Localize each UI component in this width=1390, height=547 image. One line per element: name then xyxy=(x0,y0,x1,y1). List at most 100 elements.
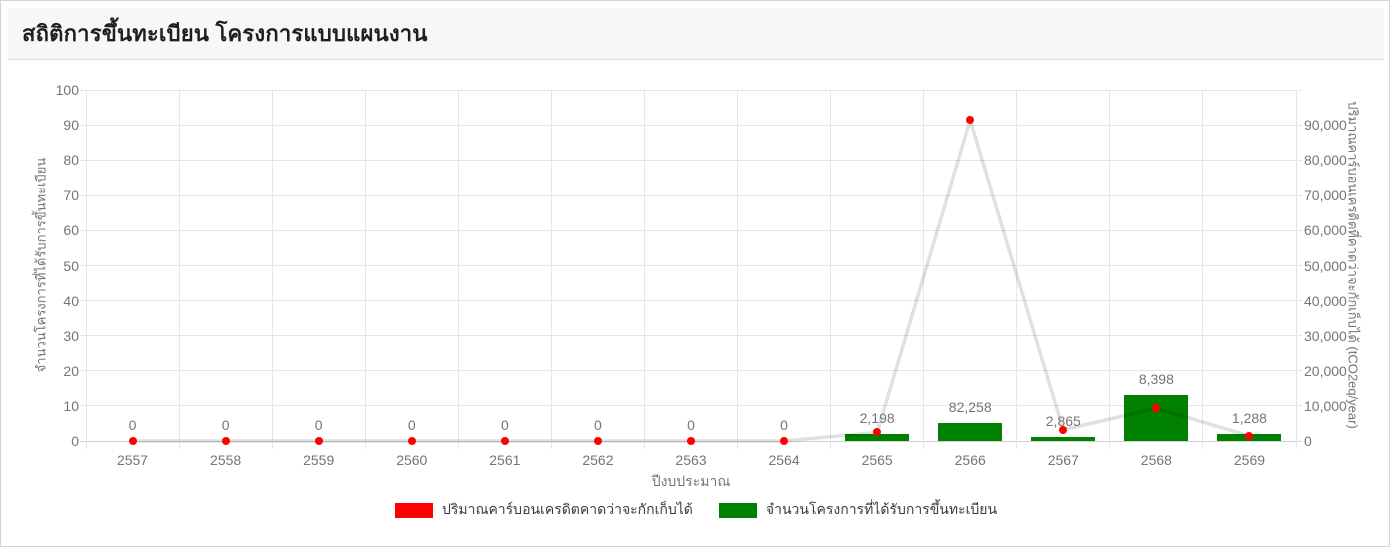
data-point-2558[interactable] xyxy=(221,437,230,445)
y-tick-left: 50 xyxy=(63,257,79,274)
data-point-2567[interactable] xyxy=(1059,425,1068,434)
v-gridline xyxy=(923,90,925,449)
y-tick-left: 40 xyxy=(63,292,79,309)
x-tick-2565: 2565 xyxy=(861,452,893,468)
v-gridline xyxy=(364,90,366,449)
v-gridline xyxy=(271,90,273,449)
h-gridline xyxy=(80,370,1302,372)
legend-label-projects: จำนวนโครงการที่ได้รับการขึ้นทะเบียน xyxy=(765,501,998,517)
y-tick-right: 0 xyxy=(1304,433,1312,449)
v-gridline xyxy=(85,90,87,449)
bar-2568[interactable] xyxy=(1124,395,1189,441)
h-gridline xyxy=(80,194,1302,196)
y-tick-right: 40,000 xyxy=(1304,292,1347,309)
legend-item-projects[interactable]: จำนวนโครงการที่ได้รับการขึ้นทะเบียน xyxy=(718,499,998,521)
h-gridline xyxy=(80,300,1302,302)
y-tick-right: 30,000 xyxy=(1304,327,1347,344)
data-label-2561: 0 xyxy=(500,417,509,433)
bar-2565[interactable] xyxy=(845,433,910,441)
y-tick-right: 20,000 xyxy=(1304,362,1347,379)
data-point-2559[interactable] xyxy=(314,437,323,445)
data-point-2568[interactable] xyxy=(1152,404,1161,413)
legend-label-carbon-credits: ปริมาณคาร์บอนเครดิตคาดว่าจะกักเก็บได้ xyxy=(441,501,693,517)
y-axis-title-right: ปริมาณคาร์บอนเครดิตที่คาดว่าจะกักเก็บได้… xyxy=(1345,101,1361,429)
y-tick-right: 70,000 xyxy=(1304,187,1347,204)
y-tick-left: 20 xyxy=(63,362,79,379)
x-tick-2560: 2560 xyxy=(396,452,428,468)
x-tick-2561: 2561 xyxy=(489,452,521,468)
x-tick-2562: 2562 xyxy=(582,452,614,468)
data-point-2563[interactable] xyxy=(687,437,695,445)
legend-item-carbon-credits[interactable]: ปริมาณคาร์บอนเครดิตคาดว่าจะกักเก็บได้ xyxy=(394,499,693,521)
data-label-2567: 2,865 xyxy=(1045,413,1081,430)
x-tick-2563: 2563 xyxy=(675,452,707,468)
data-label-2568: 8,398 xyxy=(1138,371,1174,388)
data-point-2557[interactable] xyxy=(128,437,137,445)
y-tick-right: 10,000 xyxy=(1304,397,1347,414)
x-tick-2559: 2559 xyxy=(303,452,335,468)
data-point-2569[interactable] xyxy=(1245,431,1254,440)
v-gridline xyxy=(550,90,552,449)
v-gridline xyxy=(1202,90,1204,449)
data-label-2562: 0 xyxy=(594,417,602,433)
data-label-2566: 82,258 xyxy=(948,399,992,416)
data-point-2566[interactable] xyxy=(966,116,975,125)
y-tick-left: 100 xyxy=(55,82,79,98)
data-point-2560[interactable] xyxy=(407,437,416,445)
data-label-2569: 1,288 xyxy=(1231,409,1267,426)
y-tick-left: 90 xyxy=(63,117,79,134)
y-tick-left: 60 xyxy=(63,222,79,239)
data-label-2559: 0 xyxy=(314,417,323,433)
legend-swatch-green xyxy=(718,502,757,518)
v-gridline xyxy=(178,90,180,449)
v-gridline xyxy=(1295,90,1297,449)
y-tick-left: 10 xyxy=(63,397,79,414)
v-gridline xyxy=(643,90,645,449)
h-gridline xyxy=(80,229,1302,231)
x-tick-2568: 2568 xyxy=(1140,452,1172,468)
v-gridline xyxy=(830,90,832,449)
y-tick-right: 90,000 xyxy=(1304,117,1347,134)
v-gridline xyxy=(1109,90,1111,449)
data-label-2558: 0 xyxy=(221,417,230,433)
v-gridline xyxy=(737,90,739,449)
x-axis-title: ปีงบประมาณ xyxy=(651,473,731,489)
y-tick-left: 70 xyxy=(63,187,79,204)
x-tick-2557: 2557 xyxy=(116,452,149,468)
y-tick-right: 60,000 xyxy=(1304,222,1347,239)
y-tick-left: 80 xyxy=(63,152,79,169)
x-tick-2558: 2558 xyxy=(210,452,242,468)
x-tick-2569: 2569 xyxy=(1233,452,1266,468)
y-axis-title-left: จำนวนโครงการที่ได้รับการขึ้นทะเบียน xyxy=(33,157,49,373)
h-gridline xyxy=(80,265,1302,266)
h-gridline xyxy=(80,89,1302,91)
y-tick-left: 30 xyxy=(63,327,79,344)
legend-swatch-red xyxy=(394,502,433,518)
x-tick-2566: 2566 xyxy=(954,452,986,468)
h-gridline xyxy=(80,405,1302,407)
bar-2566[interactable] xyxy=(938,423,1003,441)
x-tick-2564: 2564 xyxy=(768,452,800,468)
legend: ปริมาณคาร์บอนเครดิตคาดว่าจะกักเก็บได้ จำ… xyxy=(1,499,1389,521)
x-tick-2567: 2567 xyxy=(1047,452,1079,468)
data-label-2560: 0 xyxy=(407,417,416,433)
y-tick-right: 80,000 xyxy=(1304,152,1347,169)
data-label-2565: 2,198 xyxy=(859,409,895,426)
v-gridline xyxy=(457,90,459,449)
data-point-2561[interactable] xyxy=(500,437,509,445)
h-gridline xyxy=(80,159,1302,161)
h-gridline xyxy=(80,124,1302,126)
y-tick-left: 0 xyxy=(71,433,79,449)
page-title: สถิติการขึ้นทะเบียน โครงการแบบแผนงาน xyxy=(22,21,428,46)
data-point-2562[interactable] xyxy=(593,437,602,445)
h-gridline xyxy=(80,335,1302,337)
y-tick-right: 50,000 xyxy=(1304,257,1347,274)
data-label-2564: 0 xyxy=(780,417,788,433)
v-gridline xyxy=(1016,90,1018,449)
bar-2567[interactable] xyxy=(1031,437,1096,441)
card-header: สถิติการขึ้นทะเบียน โครงการแบบแผนงาน xyxy=(8,8,1384,60)
data-label-2563: 0 xyxy=(687,417,695,433)
data-point-2564[interactable] xyxy=(780,437,789,445)
data-point-2565[interactable] xyxy=(873,428,882,437)
